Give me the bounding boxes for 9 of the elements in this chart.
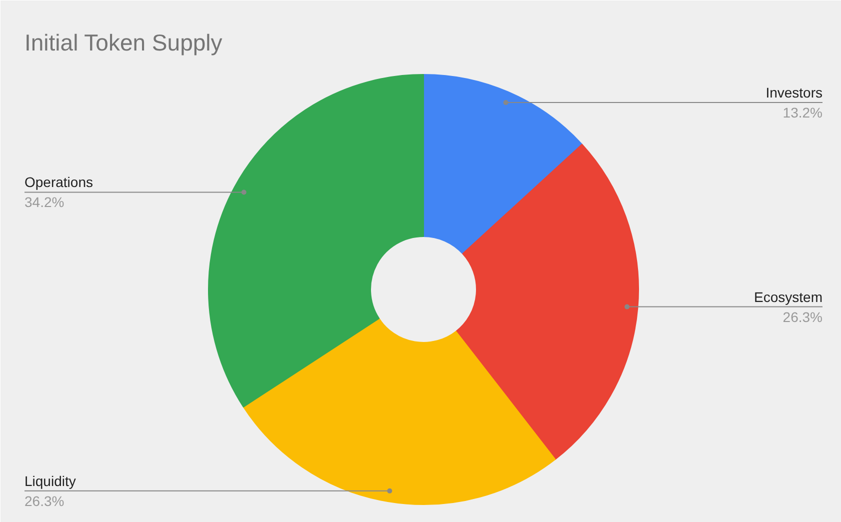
data-label: 34.2% (24, 194, 64, 210)
slice-label: Investors (766, 84, 823, 101)
slice-label: Liquidity (24, 472, 76, 489)
slice-label: Ecosystem (754, 288, 823, 305)
data-label: 26.3% (24, 492, 64, 509)
slice-label: Operations (24, 174, 93, 190)
data-label: 13.2% (782, 104, 823, 121)
chart-title: Initial Token Supply (24, 30, 223, 56)
data-label: 26.3% (782, 308, 823, 325)
